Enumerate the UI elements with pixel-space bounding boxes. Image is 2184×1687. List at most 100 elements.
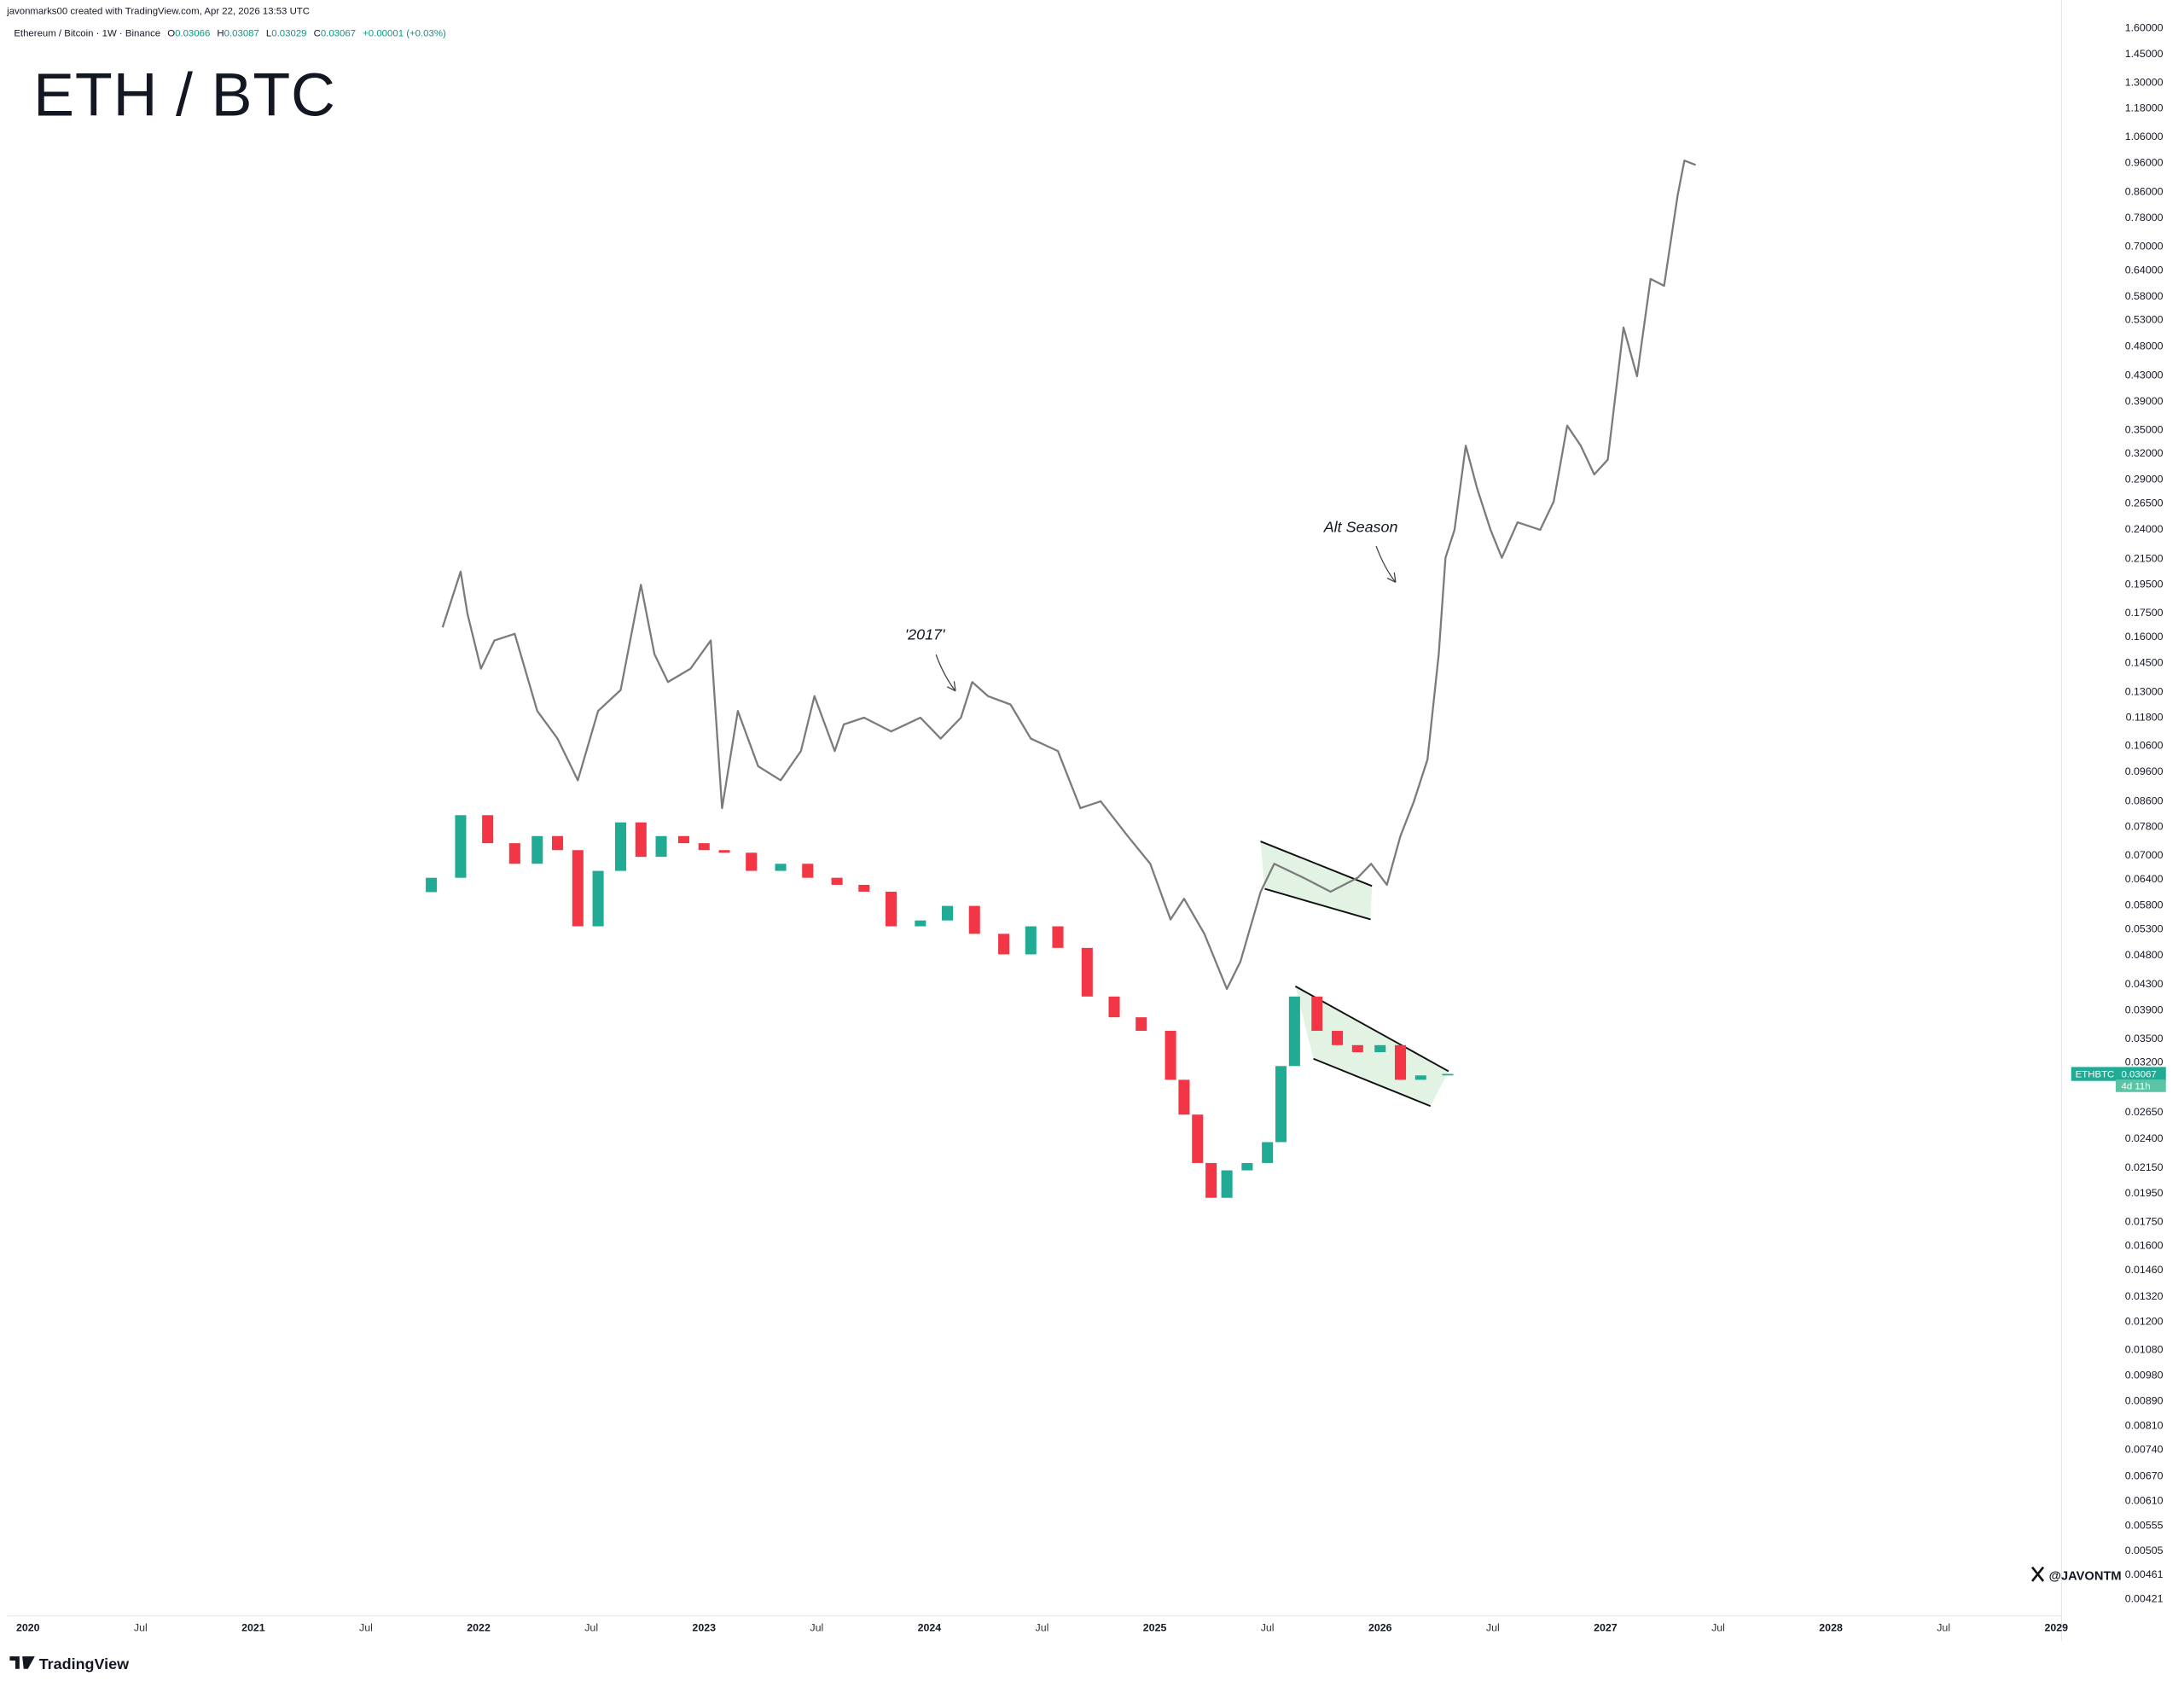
candle [1374,1044,1386,1053]
y-tick-label: 0.00610 [2125,1494,2164,1506]
y-tick-label: 0.09600 [2125,765,2164,777]
y-tick-label: 0.32000 [2125,447,2164,459]
candle [677,835,689,844]
candle [998,934,1010,955]
y-tick-label: 0.02400 [2125,1132,2164,1144]
y-tick-label: 0.43000 [2125,369,2164,381]
x-tick-label: 2027 [1594,1622,1618,1634]
brand-logo [9,1656,35,1669]
y-tick-label: 0.35000 [2125,423,2164,435]
price-tag-price: 0.03067 [2122,1069,2157,1079]
annotation: '2017' [905,625,945,643]
candle [746,852,758,871]
y-tick-label: 0.05300 [2125,922,2164,934]
y-tick-label: 0.00740 [2125,1443,2164,1455]
candle [531,835,543,864]
y-tick-label: 0.06400 [2125,873,2164,885]
candle [1205,1162,1217,1198]
y-tick-label: 0.00890 [2125,1394,2164,1406]
o-label: O [167,28,175,38]
candle [942,905,954,921]
y-tick-label: 0.00505 [2125,1544,2164,1556]
candle [592,870,604,927]
y-tick-label: 0.00670 [2125,1469,2164,1481]
y-tick-label: 0.02650 [2125,1106,2164,1118]
candle [1262,1142,1274,1163]
y-tick-label: 0.17500 [2125,607,2164,619]
y-tick-label: 0.19500 [2125,579,2164,590]
watermark: @JAVONTM [2031,1566,2122,1583]
candle [968,905,980,934]
y-tick-label: 0.00421 [2125,1592,2164,1604]
y-tick-label: 0.07000 [2125,849,2164,861]
y-tick-label: 0.70000 [2125,241,2164,253]
annotation: Alt Season [1323,519,1398,536]
watermark-text: @JAVONTM [2049,1569,2122,1583]
candle [635,822,647,858]
credit: javonmarks00 created with TradingView.co… [6,6,310,16]
y-tick-label: 0.00461 [2125,1568,2164,1580]
y-tick-label: 0.11800 [2126,711,2164,723]
y-tick-label: 1.45000 [2125,48,2164,60]
candle [1288,996,1300,1067]
x-tick-label: 2024 [918,1622,942,1634]
candle [508,843,520,864]
legend: Ethereum / Bitcoin · 1W · Binance O0.030… [14,28,446,38]
x-tick-label: 2028 [1819,1622,1843,1634]
y-tick-label: 0.13000 [2125,685,2164,697]
channel-line [1264,887,1371,921]
candle [858,884,870,892]
l-value: 0.03029 [271,28,306,38]
candle [718,850,730,853]
x-logo [2031,1566,2045,1582]
brand: TradingView [9,1655,129,1672]
candle [1311,996,1323,1032]
x-tick-label: 2020 [16,1622,40,1634]
candle [885,891,897,927]
candle [1081,947,1093,997]
y-tick-label: 1.06000 [2125,131,2164,143]
y-tick-label: 0.02150 [2125,1161,2164,1173]
candle [1025,926,1037,955]
candle [572,850,584,927]
y-tick-label: 0.01460 [2125,1264,2164,1276]
channel-fill [1295,986,1449,1107]
y-tick-label: 0.04800 [2125,949,2164,961]
y-tick-label: 0.14500 [2125,656,2164,668]
y-tick-label: 0.16000 [2125,631,2164,643]
y-tick-label: 0.01600 [2125,1240,2164,1252]
candle [614,822,627,871]
price-tag: ETHBTC 0.03067 4d 11h [2071,1067,2166,1092]
channel-fill [1260,841,1373,920]
y-tick-label: 0.58000 [2125,290,2164,302]
y-tick-label: 0.03200 [2125,1056,2164,1068]
x-tick-label: Jul [584,1622,598,1634]
y-tick-label: 0.00810 [2125,1419,2164,1431]
change: +0.00001 (+0.03%) [363,28,446,38]
candle [1442,1073,1454,1076]
candle [1351,1044,1363,1053]
candle [802,864,814,878]
y-tick-label: 0.39000 [2125,395,2164,407]
candle [1052,926,1064,948]
x-tick-label: Jul [1937,1622,1950,1634]
y-tick-label: 1.60000 [2125,21,2164,33]
y-tick-label: 0.53000 [2125,314,2164,326]
y-tick-label: 1.30000 [2125,77,2164,89]
y-tick-label: 0.96000 [2125,157,2164,169]
arrow [935,654,956,692]
x-tick-label: Jul [1036,1622,1049,1634]
chart-title: ETH / BTC [33,61,336,130]
x-tick-label: Jul [1711,1622,1725,1634]
brand-text: TradingView [39,1655,129,1672]
o-value: 0.03066 [175,28,210,38]
candle [455,815,467,878]
y-tick-label: 0.01950 [2125,1187,2164,1199]
price-tag-countdown: 4d 11h [2122,1081,2151,1091]
candle [1165,1031,1176,1080]
candle [698,843,710,851]
c-label: C [314,28,321,38]
